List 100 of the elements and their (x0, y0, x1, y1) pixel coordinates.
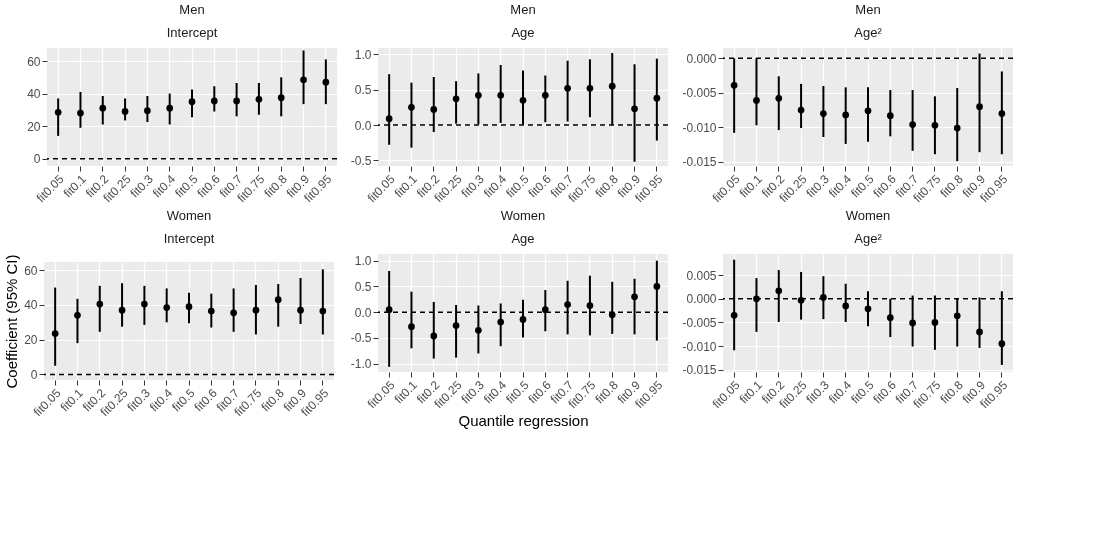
point (252, 306, 260, 314)
point (408, 323, 415, 330)
point (886, 112, 894, 119)
chart-title: Men (855, 2, 881, 17)
chart-subtitle: Intercept (163, 231, 215, 247)
point (931, 319, 939, 326)
point (820, 110, 827, 117)
point (976, 328, 983, 336)
y-tick-label: 0.0 (354, 305, 372, 320)
point (319, 307, 327, 315)
y-axis-title: Coefficient (95% CI) (3, 254, 21, 389)
y-tick-label: 60 (27, 54, 41, 69)
point (797, 296, 805, 304)
point (118, 306, 126, 314)
point (564, 84, 571, 92)
point (820, 294, 827, 301)
y-tick-label: 60 (24, 263, 38, 278)
y-tick-label: 20 (27, 119, 41, 134)
chart-subtitle: Age² (854, 231, 883, 246)
point (430, 106, 438, 113)
point (497, 91, 505, 99)
chart-subtitle: Age (511, 231, 535, 246)
point (519, 316, 527, 323)
point (210, 97, 218, 105)
point (631, 293, 638, 301)
point (188, 98, 196, 106)
point (207, 307, 215, 315)
point (277, 94, 285, 101)
point (753, 295, 760, 303)
point (842, 111, 850, 119)
point (541, 91, 549, 99)
point (753, 97, 760, 104)
chart-title: Women (166, 208, 212, 224)
point (77, 109, 84, 117)
point (998, 340, 1006, 348)
y-tick-label: -0.5 (350, 331, 372, 346)
point (730, 312, 738, 319)
point (230, 309, 237, 317)
chart-subtitle: Age (511, 25, 535, 40)
point (864, 305, 872, 313)
chart-subtitle: Intercept (166, 25, 218, 40)
y-tick-label: -0.015 (682, 363, 717, 378)
point (166, 104, 174, 112)
point (976, 103, 983, 110)
point (608, 82, 616, 90)
y-tick-label: 20 (24, 333, 38, 348)
point (608, 311, 616, 319)
point (541, 306, 549, 313)
y-tick-label: 0.5 (354, 83, 372, 98)
y-tick-label: 40 (24, 298, 38, 313)
point (864, 107, 872, 115)
point (54, 108, 62, 116)
point (74, 312, 81, 319)
y-tick-label: -0.010 (682, 120, 717, 135)
point (141, 300, 148, 308)
y-tick-label: 40 (27, 87, 41, 102)
y-tick-label: -0.010 (682, 339, 717, 354)
point (886, 314, 894, 322)
point (586, 84, 594, 92)
point (233, 97, 240, 105)
point (255, 95, 263, 103)
point (430, 332, 438, 340)
chart-title: Men (510, 2, 536, 17)
point (653, 94, 661, 102)
point (631, 105, 638, 113)
point (385, 306, 393, 313)
y-tick-label: 1.0 (354, 254, 372, 269)
point (452, 322, 460, 329)
chart-title: Men (179, 2, 205, 17)
point (653, 283, 661, 290)
point (475, 326, 482, 334)
y-tick-label: -1.0 (350, 357, 372, 372)
y-tick-label: 0 (33, 152, 41, 167)
y-tick-label: 0.000 (686, 292, 717, 307)
y-tick-label: 0 (30, 367, 38, 382)
point (953, 312, 961, 320)
point (842, 302, 850, 310)
point (953, 124, 961, 132)
chart-title: Women (500, 208, 546, 223)
point (121, 108, 129, 115)
x-axis-title: Quantile regression (458, 412, 589, 430)
y-tick-label: 0.000 (686, 51, 717, 66)
point (730, 81, 738, 89)
point (909, 121, 916, 128)
y-tick-label: -0.005 (682, 315, 717, 330)
point (564, 301, 571, 308)
point (51, 330, 59, 337)
point (300, 76, 307, 84)
point (998, 110, 1006, 117)
y-tick-label: 1.0 (354, 47, 372, 62)
point (931, 121, 939, 129)
point (163, 304, 171, 311)
point (519, 96, 527, 104)
point (297, 306, 304, 314)
point (775, 287, 783, 295)
y-tick-label: 0.0 (354, 118, 372, 133)
point (452, 95, 460, 103)
point (144, 107, 151, 115)
y-tick-label: -0.5 (350, 153, 372, 168)
point (586, 302, 594, 309)
